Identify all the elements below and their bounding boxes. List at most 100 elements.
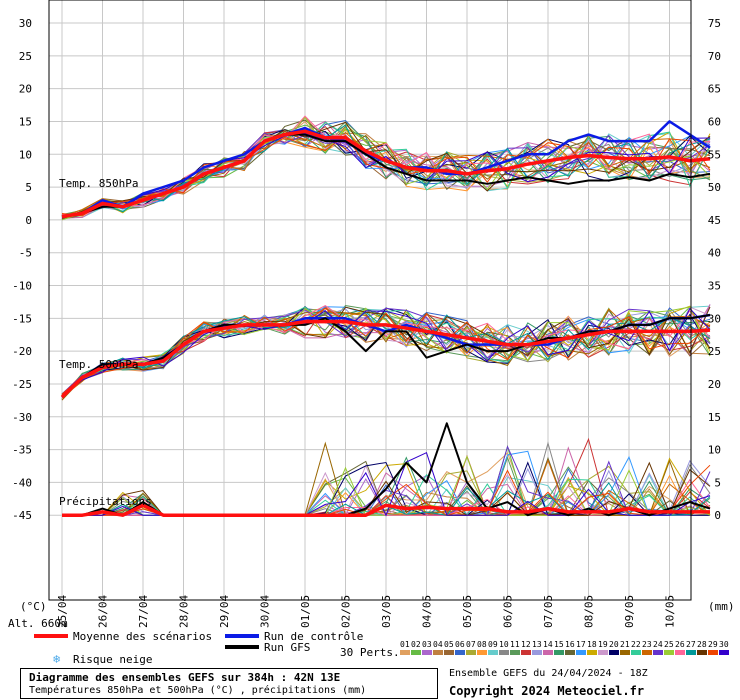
pert-line-t500-30: [61, 307, 711, 397]
x-tick-label: 26/04: [97, 595, 110, 628]
y-tick-label-right: 75: [708, 17, 721, 30]
pert-number: 03: [422, 640, 432, 649]
y-tick-label-left: -10: [12, 280, 32, 293]
pert-swatch: [686, 650, 696, 655]
pert-number: 10: [499, 640, 509, 649]
pert-number: 24: [653, 640, 663, 649]
y-tick-label-left: -5: [19, 247, 32, 260]
pert-number: 02: [411, 640, 421, 649]
x-tick-label: 04/05: [421, 595, 434, 628]
y-tick-label-right: 40: [708, 247, 721, 260]
pert-number: 14: [543, 640, 553, 649]
pert-swatch: [466, 650, 476, 655]
plot-frame: [48, 0, 692, 601]
label-t500: Temp. 500hPa: [59, 358, 138, 371]
pert-swatch: [609, 650, 619, 655]
pert-swatch: [598, 650, 608, 655]
y-tick-label-left: -40: [12, 476, 32, 489]
legend-control-label: Run de contrôle: [264, 630, 363, 643]
x-tick-label: 28/04: [178, 595, 191, 628]
x-tick-label: 25/04: [56, 595, 69, 628]
pert-number: 27: [686, 640, 696, 649]
series-mean-t850: [61, 129, 711, 219]
pert-number: 04: [433, 640, 443, 649]
x-tick-label: 06/05: [502, 595, 515, 628]
y-tick-label-right: 25: [708, 345, 721, 358]
pert-number: 05: [444, 640, 454, 649]
y-tick-label-right: 0: [714, 509, 721, 522]
pert-swatch: [565, 650, 575, 655]
altitude-label: Alt. 660m: [8, 617, 68, 630]
y-tick-label-right: 5: [714, 476, 721, 489]
pert-swatch: [554, 650, 564, 655]
pert-swatch: [708, 650, 718, 655]
main-series-lines: [60, 120, 711, 517]
pert-line-t850-19: [61, 129, 711, 218]
pert-number: 16: [565, 640, 575, 649]
pert-swatch: [422, 650, 432, 655]
pert-number: 12: [521, 640, 531, 649]
pert-swatch: [719, 650, 729, 655]
pert-number: 29: [708, 640, 718, 649]
y-tick-label-right: 45: [708, 214, 721, 227]
y-tick-label-right: 35: [708, 280, 721, 293]
pert-number: 01: [400, 640, 410, 649]
pert-number: 15: [554, 640, 564, 649]
pert-number: 23: [642, 640, 652, 649]
pert-swatch: [631, 650, 641, 655]
x-axis-ticks: 25/04 26/04 27/04 28/04 29/04 30/04 01/05 02/05…: [56, 595, 677, 628]
y-tick-label-left: -45: [12, 509, 32, 522]
y-tick-label-left: 25: [19, 50, 32, 63]
y-tick-label-left: -20: [12, 345, 32, 358]
pert-swatch: [455, 650, 465, 655]
y-tick-label-left: 5: [25, 181, 32, 194]
pert-number: 08: [477, 640, 487, 649]
pert-swatch: [675, 650, 685, 655]
legend-perts-label: 30 Perts.: [340, 646, 400, 659]
pert-swatch: [642, 650, 652, 655]
perturbation-legend: 01 02 03 04 05 06 07 08 09 10 11 12 13 14 15 16 17 18 19 20…: [400, 640, 729, 655]
legend-gfs-label: Run GFS: [264, 641, 310, 654]
pert-number: 07: [466, 640, 476, 649]
y-tick-label-right: 50: [708, 181, 721, 194]
series-mean-t500: [60, 319, 711, 399]
snowflake-icon: ❄: [53, 652, 60, 666]
left-unit-label: (°C): [20, 600, 47, 613]
y-tick-label-right: 20: [708, 378, 721, 391]
pert-number: 22: [631, 640, 641, 649]
series-mean-precip: [62, 503, 710, 517]
y-tick-label-right: 70: [708, 50, 721, 63]
pert-line-t850-28: [61, 121, 711, 218]
pert-number: 19: [598, 640, 608, 649]
y-tick-label-right: 10: [708, 444, 721, 457]
y-tick-label-left: 0: [25, 214, 32, 227]
x-tick-label: 27/04: [137, 595, 150, 628]
x-tick-label: 07/05: [542, 595, 555, 628]
pert-swatch: [488, 650, 498, 655]
y-tick-label-left: 10: [19, 148, 32, 161]
pert-number: 17: [576, 640, 586, 649]
x-tick-label: 02/05: [340, 595, 353, 628]
pert-number: 21: [620, 640, 630, 649]
pert-number: 06: [455, 640, 465, 649]
pert-swatch: [400, 650, 410, 655]
pert-swatch: [532, 650, 542, 655]
footer-copyright: Copyright 2024 Meteociel.fr: [449, 684, 645, 698]
pert-swatch: [543, 650, 553, 655]
x-tick-label: 03/05: [380, 595, 393, 628]
legend: Moyenne des scénarios Run de contrôle Ru…: [34, 630, 729, 666]
y-tick-label-right: 30: [708, 312, 721, 325]
pert-number: 13: [532, 640, 542, 649]
pert-swatch: [620, 650, 630, 655]
pert-line-t850-30: [61, 132, 711, 217]
pert-number: 26: [675, 640, 685, 649]
footer-title-box: Diagramme des ensembles GEFS sur 384h : …: [20, 668, 438, 699]
pert-swatch: [587, 650, 597, 655]
right-unit-label: (mm): [708, 600, 735, 613]
y-tick-label-right: 55: [708, 148, 721, 161]
pert-swatch: [411, 650, 421, 655]
y-tick-label-left: 15: [19, 115, 32, 128]
label-precip: Précipitations: [59, 495, 152, 508]
